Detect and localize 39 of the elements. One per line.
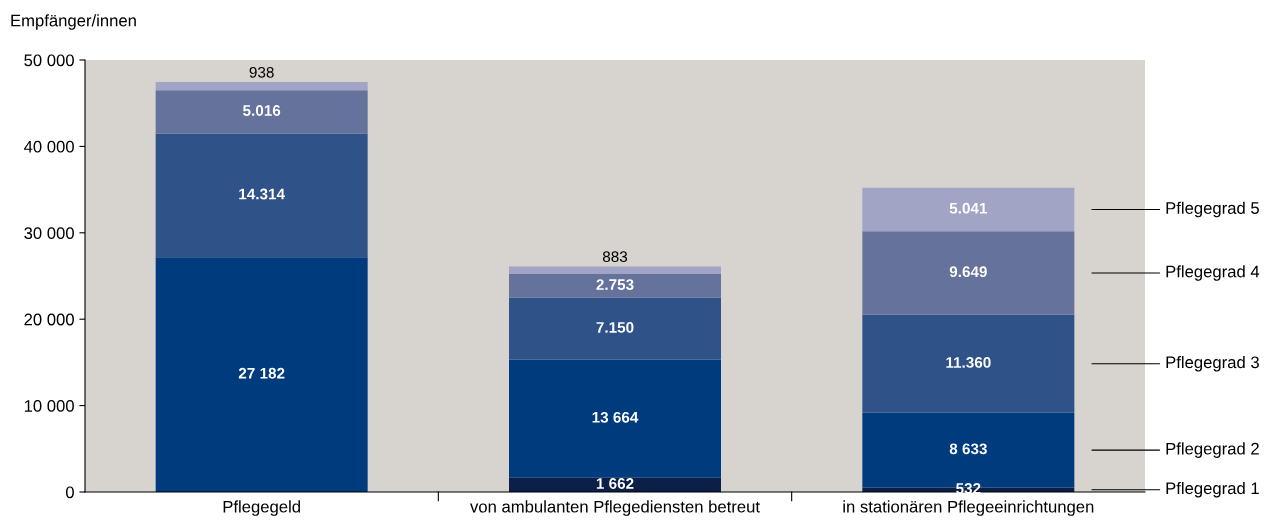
text: Pflegegrad 1 xyxy=(1166,481,1259,498)
data-label: 11.360 xyxy=(946,357,991,368)
bar xyxy=(155,82,368,91)
bar xyxy=(155,90,368,134)
data-label: 8 633 xyxy=(949,443,987,455)
bar xyxy=(862,231,1075,315)
data-label: 5.016 xyxy=(243,105,281,116)
data-label: 883 xyxy=(602,251,628,263)
data-label: 5.041 xyxy=(949,202,988,214)
data-label: 9.649 xyxy=(949,266,987,278)
y-axis-title: Empfänger/innen xyxy=(11,14,136,30)
text: Pflegegrad 5 xyxy=(1166,201,1259,218)
data-label: 1 662 xyxy=(596,478,634,489)
text: Pflegegrad 3 xyxy=(1166,355,1259,372)
data-label: 2.753 xyxy=(596,279,634,291)
data-label: 7.150 xyxy=(596,321,634,333)
y-tick-label: 40 000 xyxy=(23,140,74,153)
text: Pflegegrad 2 xyxy=(1166,442,1259,458)
x-tick-label: in stationären Pflegeeinrichtungen xyxy=(843,500,1094,516)
data-label: 13 664 xyxy=(592,411,639,423)
bar xyxy=(155,257,368,492)
y-tick-label: 0 xyxy=(65,486,74,499)
y-tick-label: 30 000 xyxy=(24,227,74,239)
data-label: 938 xyxy=(249,66,274,78)
text: Pflegegrad 4 xyxy=(1166,265,1260,281)
y-tick-label: 20 000 xyxy=(24,313,74,326)
bar xyxy=(509,274,721,298)
data-label: 14.314 xyxy=(239,188,285,200)
x-tick-label: Pflegegeld xyxy=(223,500,300,516)
bar xyxy=(509,266,721,275)
x-tick-label: von ambulanten Pflegediensten betreut xyxy=(470,500,760,516)
bar xyxy=(509,359,721,478)
bar xyxy=(862,187,1075,232)
data-label: 27 182 xyxy=(238,367,285,379)
bar xyxy=(155,133,368,258)
bar xyxy=(509,297,721,360)
y-tick-label: 10 000 xyxy=(24,400,74,412)
bar xyxy=(862,314,1075,413)
y-tick-label: 50 000 xyxy=(24,54,74,67)
